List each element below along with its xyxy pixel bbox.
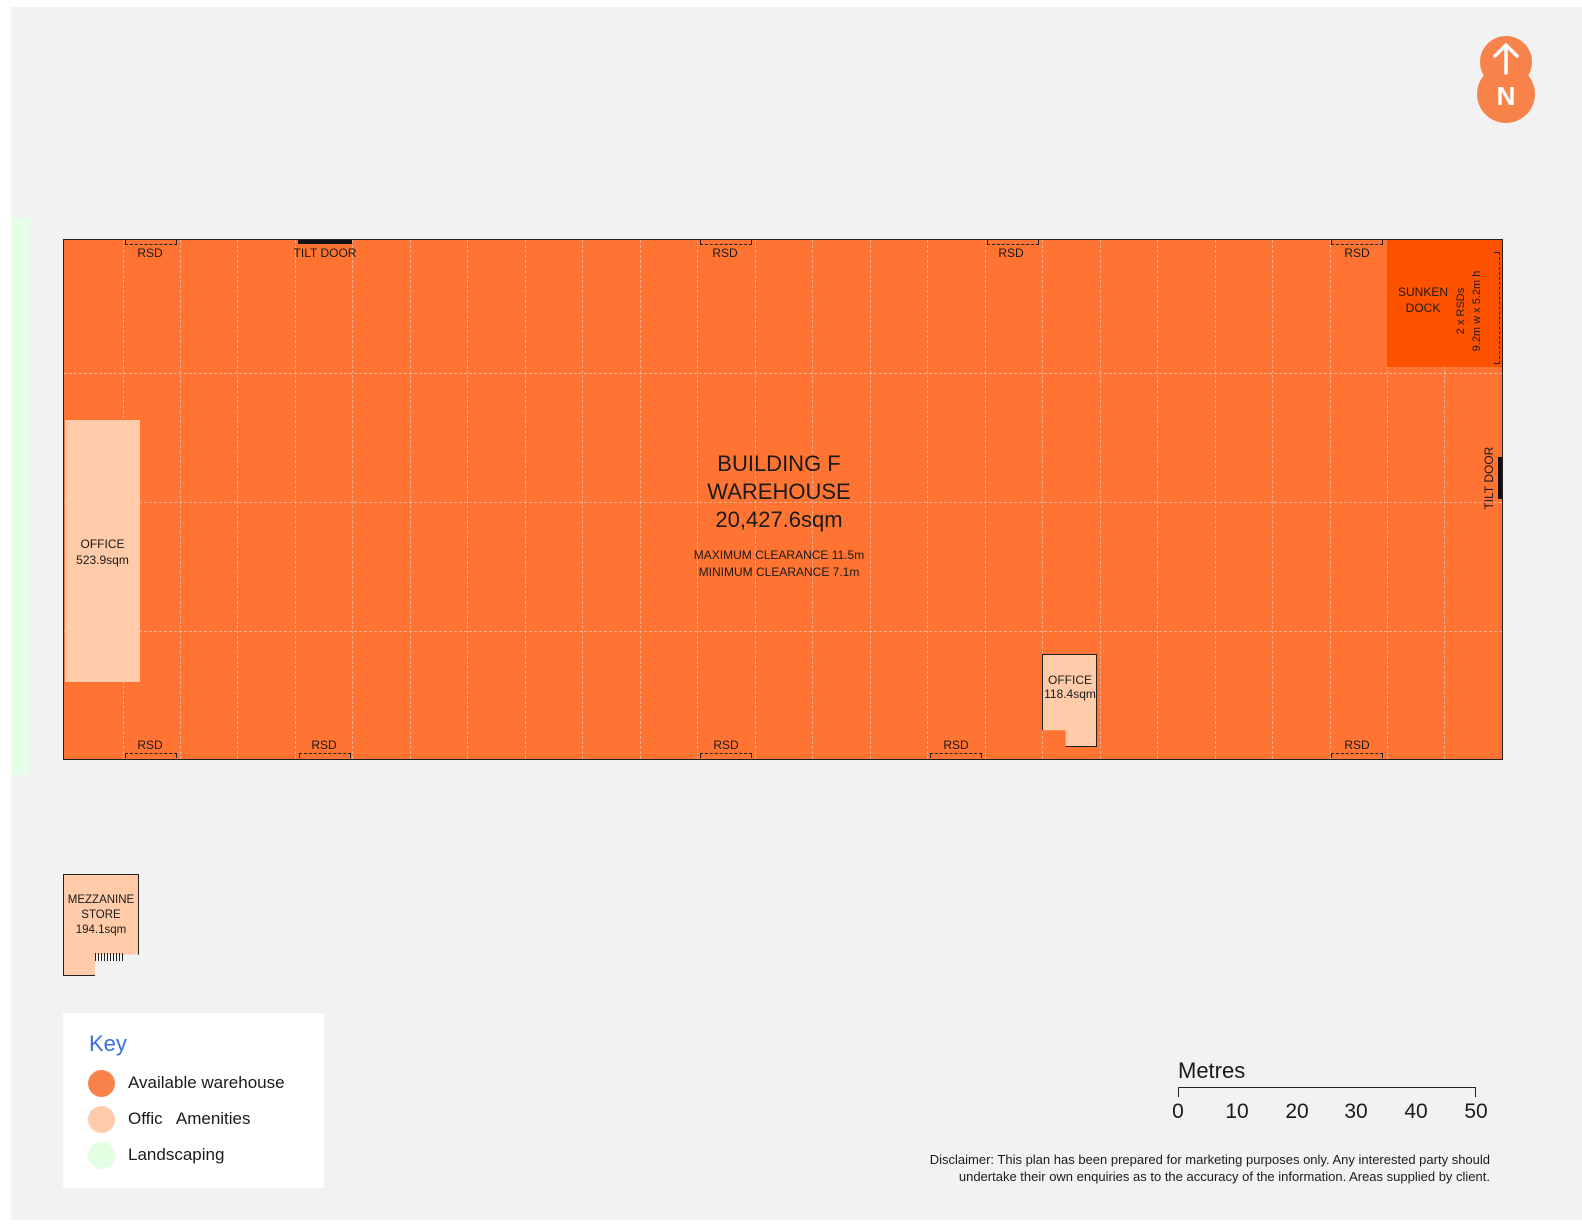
grid-line bbox=[1444, 240, 1445, 759]
north-label: N bbox=[1497, 81, 1516, 111]
rsd-label-bottom-2: RSD bbox=[311, 738, 337, 752]
mezzanine-area: 194.1sqm bbox=[75, 924, 127, 936]
rsd-spec-line-2: 9.2m w x 5.2m h bbox=[1471, 270, 1483, 352]
grid-line bbox=[525, 240, 526, 759]
building-name: BUILDING F bbox=[717, 451, 841, 476]
rsd-door-bottom-5 bbox=[1331, 753, 1383, 758]
north-arrow-icon: N bbox=[1477, 36, 1535, 123]
max-clearance: MAXIMUM CLEARANCE 11.5m bbox=[693, 548, 865, 562]
mezzanine-label-1: MEZZANINE bbox=[67, 894, 135, 906]
tilt-door-top bbox=[298, 240, 352, 244]
tilt-door-top-label: TILT DOOR bbox=[293, 246, 357, 260]
rsd-label-top-1: RSD bbox=[137, 246, 163, 260]
rsd-door-top-2 bbox=[700, 240, 752, 245]
grid-line bbox=[755, 240, 756, 759]
grid-line bbox=[1215, 240, 1216, 759]
grid-line bbox=[1157, 240, 1158, 759]
landscaping-swatch bbox=[88, 1141, 115, 1169]
landscaping-strip bbox=[11, 218, 30, 775]
dock-rsd-marks bbox=[1494, 252, 1500, 364]
main-office-label: OFFICE bbox=[80, 537, 125, 551]
grid-line bbox=[410, 240, 411, 759]
scale-bar: Metres 0 10 20 30 40 50 bbox=[1170, 1058, 1490, 1128]
rsd-spec-line-1: 2 x RSDs bbox=[1455, 287, 1467, 335]
scale-tick: 0 bbox=[1172, 1100, 1184, 1123]
office-swatch bbox=[88, 1105, 115, 1133]
legend-item-office: Offic Amenities bbox=[88, 1105, 251, 1133]
grid-line bbox=[237, 240, 238, 759]
grid-line bbox=[1272, 240, 1273, 759]
main-office-area: OFFICE 523.9sqm bbox=[65, 420, 140, 682]
grid-line bbox=[180, 240, 181, 759]
grid-line bbox=[812, 240, 813, 759]
legend-item-warehouse: Available warehouse bbox=[88, 1069, 285, 1097]
warehouse-swatch bbox=[88, 1069, 115, 1097]
mezzanine-stairs bbox=[95, 953, 123, 961]
sunken-dock-label-1: SUNKEN bbox=[1397, 285, 1448, 299]
building-area: 20,427.6sqm bbox=[715, 507, 843, 532]
legend-label: Offic Amenities bbox=[128, 1109, 251, 1128]
rsd-label-top-2: RSD bbox=[712, 246, 738, 260]
scale-tick: 30 bbox=[1344, 1100, 1368, 1123]
rsd-door-top-4 bbox=[1331, 240, 1383, 245]
rsd-label-bottom-4: RSD bbox=[943, 738, 969, 752]
rsd-door-bottom-4 bbox=[930, 753, 982, 758]
tilt-door-right bbox=[1498, 457, 1502, 499]
grid-line bbox=[352, 240, 353, 759]
rsd-door-bottom-3 bbox=[700, 753, 752, 758]
scale-title: Metres bbox=[1178, 1058, 1246, 1083]
legend-item-landscaping: Landscaping bbox=[88, 1141, 224, 1169]
rsd-door-top-1 bbox=[125, 240, 177, 245]
grid-line bbox=[1330, 240, 1331, 759]
legend: Key Available warehouse Offic Amenities … bbox=[63, 1013, 324, 1188]
grid-line bbox=[1042, 240, 1043, 759]
grid-line bbox=[870, 240, 871, 759]
sunken-dock-label-2: DOCK bbox=[1405, 301, 1441, 316]
small-office-area-value: 118.4sqm bbox=[1044, 687, 1096, 702]
disclaimer-line-1: Disclaimer: This plan has been prepared … bbox=[929, 1152, 1490, 1167]
rsd-label-top-3: RSD bbox=[998, 246, 1024, 260]
main-office-area-value: 523.9sqm bbox=[76, 553, 129, 568]
sunken-dock: SUNKEN DOCK bbox=[1387, 240, 1502, 367]
legend-label: Landscaping bbox=[128, 1145, 225, 1164]
scale-line bbox=[1178, 1087, 1476, 1097]
disclaimer-line-2: undertake their own enquiries as to the … bbox=[958, 1169, 1490, 1184]
rsd-label-bottom-3: RSD bbox=[713, 738, 739, 752]
disclaimer: Disclaimer: This plan has been prepared … bbox=[700, 1151, 1490, 1185]
rsd-door-bottom-2 bbox=[299, 753, 351, 758]
grid-line bbox=[697, 240, 698, 759]
legend-title: Key bbox=[89, 1031, 127, 1056]
scale-tick: 20 bbox=[1285, 1100, 1309, 1123]
grid-line bbox=[467, 240, 468, 759]
small-office-label: OFFICE bbox=[1048, 673, 1092, 687]
scale-tick: 40 bbox=[1404, 1100, 1428, 1123]
grid-line bbox=[927, 240, 928, 759]
scale-tick: 10 bbox=[1225, 1100, 1249, 1123]
grid-line bbox=[295, 240, 296, 759]
legend-label: Available warehouse bbox=[128, 1073, 285, 1092]
rsd-label-bottom-5: RSD bbox=[1344, 738, 1370, 752]
grid-line bbox=[582, 240, 583, 759]
rsd-door-top-3 bbox=[987, 240, 1039, 245]
min-clearance: MINIMUM CLEARANCE 7.1m bbox=[698, 565, 860, 579]
warehouse-floor: OFFICE 523.9sqm OFFICE 118.4sqm SUNKEN D… bbox=[63, 239, 1503, 760]
grid-line bbox=[1100, 240, 1101, 759]
mezzanine-label-2: STORE bbox=[81, 909, 121, 921]
grid-line bbox=[985, 240, 986, 759]
rsd-label-bottom-1: RSD bbox=[137, 738, 163, 752]
building-type: WAREHOUSE bbox=[707, 479, 851, 504]
grid-line bbox=[64, 502, 1502, 503]
rsd-label-top-4: RSD bbox=[1344, 246, 1370, 260]
grid-line bbox=[640, 240, 641, 759]
grid-line bbox=[1387, 240, 1388, 759]
tilt-door-right-label: TILT DOOR bbox=[1481, 446, 1496, 510]
scale-tick: 50 bbox=[1464, 1100, 1488, 1123]
rsd-door-bottom-1 bbox=[125, 753, 177, 758]
grid-line bbox=[64, 631, 1502, 632]
grid-line bbox=[64, 373, 1502, 374]
